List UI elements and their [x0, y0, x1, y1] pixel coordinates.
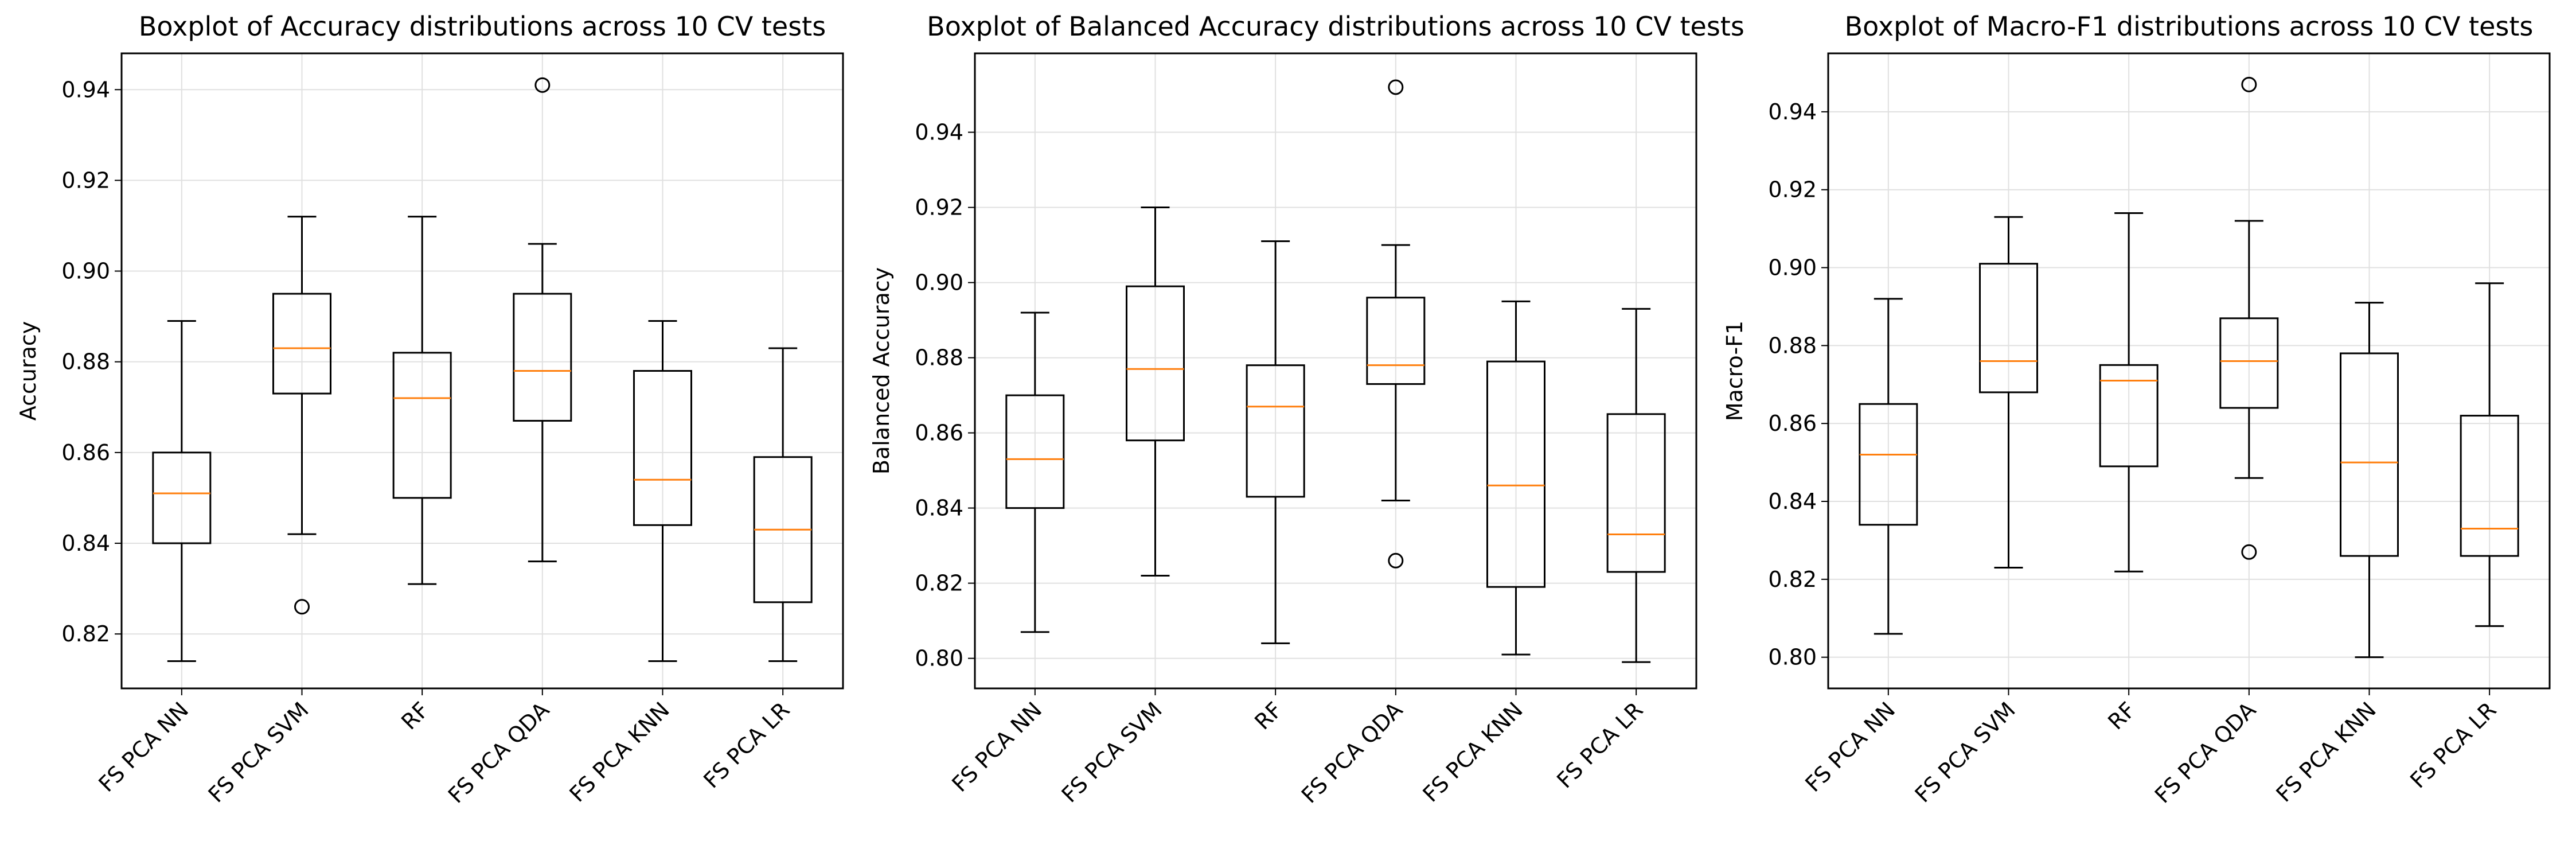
iqr-box: [1979, 263, 2038, 394]
box-rf: [2099, 212, 2159, 573]
axes-frame: [1827, 52, 2551, 690]
y-tick-label: 0.82: [915, 571, 963, 596]
iqr-box: [1859, 403, 1918, 526]
iqr-box: [1246, 364, 1305, 498]
box-fs-pca-knn: [1486, 300, 1545, 656]
y-tick-label: 0.94: [1768, 99, 1817, 124]
y-tick-label: 0.84: [1768, 489, 1817, 514]
box-fs-pca-nn: [1005, 312, 1065, 633]
y-tick-label: 0.84: [61, 531, 110, 556]
iqr-box: [513, 293, 572, 422]
box-fs-pca-qda: [1366, 79, 1426, 569]
outlier-point: [1388, 79, 1404, 95]
chart-title: Boxplot of Macro-F1 distributions across…: [1845, 11, 2534, 42]
y-tick-label: 0.82: [1768, 567, 1817, 592]
y-tick-label: 0.86: [915, 420, 963, 446]
y-tick-label: 0.84: [915, 496, 963, 521]
outlier-point: [2241, 76, 2257, 92]
chart-title: Boxplot of Balanced Accuracy distributio…: [927, 11, 1744, 42]
y-tick-label: 0.80: [1768, 645, 1817, 670]
iqr-box: [2340, 352, 2399, 557]
iqr-box: [2099, 364, 2159, 468]
y-tick-label: 0.80: [915, 646, 963, 671]
y-tick-label: 0.90: [61, 259, 110, 284]
outlier-point: [1388, 552, 1404, 569]
y-tick-label: 0.86: [1768, 411, 1817, 436]
y-tick-label: 0.86: [61, 440, 110, 465]
box-fs-pca-svm: [1979, 216, 2038, 569]
box-fs-pca-svm: [1126, 207, 1185, 577]
y-tick-label: 0.94: [61, 77, 110, 102]
iqr-box: [1366, 297, 1426, 385]
box-fs-pca-lr: [753, 347, 813, 663]
y-axis-label: Accuracy: [15, 321, 41, 421]
iqr-box: [1486, 360, 1545, 588]
iqr-box: [633, 370, 692, 526]
box-fs-pca-nn: [152, 320, 212, 663]
y-tick-label: 0.92: [915, 195, 963, 220]
outlier-point: [534, 77, 551, 93]
y-axis-label: Macro-F1: [1722, 321, 1747, 421]
box-fs-pca-lr: [2460, 282, 2519, 627]
box-fs-pca-lr: [1606, 307, 1666, 663]
y-axis-label: Balanced Accuracy: [869, 267, 894, 474]
y-tick-label: 0.88: [61, 349, 110, 375]
y-tick-label: 0.88: [915, 345, 963, 371]
y-tick-label: 0.92: [61, 168, 110, 193]
box-fs-pca-knn: [2340, 302, 2399, 659]
box-rf: [1246, 240, 1305, 644]
box-fs-pca-svm: [272, 216, 331, 615]
y-tick-label: 0.94: [915, 120, 963, 145]
box-fs-pca-qda: [513, 77, 572, 563]
iqr-box: [1005, 394, 1065, 509]
box-rf: [392, 216, 452, 585]
y-tick-label: 0.88: [1768, 333, 1817, 358]
iqr-box: [2219, 317, 2279, 409]
iqr-box: [2460, 415, 2519, 557]
outlier-point: [2241, 544, 2257, 560]
y-tick-label: 0.82: [61, 621, 110, 647]
iqr-box: [1126, 285, 1185, 442]
axes-frame: [120, 52, 844, 690]
iqr-box: [392, 352, 452, 499]
box-fs-pca-nn: [1859, 298, 1918, 635]
y-tick-label: 0.90: [915, 270, 963, 295]
box-fs-pca-qda: [2219, 76, 2279, 560]
y-tick-label: 0.90: [1768, 255, 1817, 281]
y-tick-label: 0.92: [1768, 177, 1817, 203]
chart-title: Boxplot of Accuracy distributions across…: [139, 11, 826, 42]
outlier-point: [294, 599, 310, 615]
iqr-box: [1606, 413, 1666, 573]
box-fs-pca-knn: [633, 320, 692, 663]
iqr-box: [152, 451, 212, 544]
axes-frame: [974, 52, 1697, 690]
iqr-box: [272, 293, 331, 395]
